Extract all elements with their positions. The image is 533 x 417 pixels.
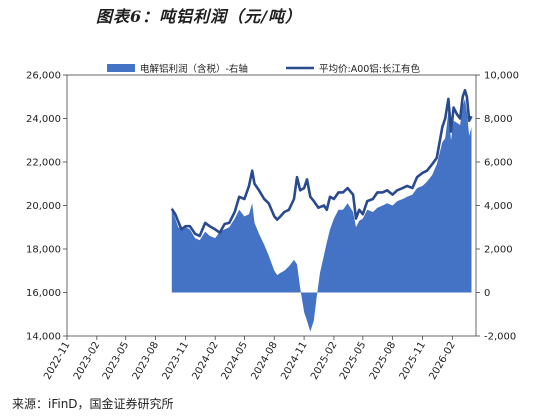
x-tick-label: 2025-08 [368,340,398,382]
y-left-tick-label: 20,000 [26,201,61,212]
y-left-tick-label: 18,000 [26,245,61,256]
y-right-tick-label: 8,000 [484,114,513,125]
y-left-tick-label: 16,000 [26,288,61,299]
y-left-tick-label: 26,000 [26,71,61,82]
x-tick-label: 2023-05 [101,340,131,382]
price-line [170,88,473,238]
profit-area-layer [171,98,472,332]
y-right-tick-label: -2,000 [484,332,516,343]
x-tick-label: 2025-11 [398,340,428,382]
profit-area [171,98,472,332]
x-tick-label: 2022-11 [42,340,72,382]
x-tick-label: 2024-11 [279,340,309,382]
x-tick-label: 2024-08 [249,340,279,382]
y-left-tick-label: 24,000 [26,114,61,125]
y-left-tick-label: 22,000 [26,158,61,169]
x-tick-label: 2023-08 [131,340,161,382]
y-right-tick-label: 0 [484,288,490,299]
legend-swatch-profit [107,64,135,72]
y-right-tick-label: 4,000 [484,201,513,212]
legend-label-profit: 电解铝利润（含税）-右轴 [140,63,248,75]
y-right-tick-label: 10,000 [484,71,519,82]
x-tick-label: 2023-11 [161,340,191,382]
x-tick-label: 2026-02 [427,340,457,382]
legend: 电解铝利润（含税）-右轴 平均价:A00铝:长江有色 [107,63,420,75]
y-left-tick-label: 14,000 [26,332,61,343]
profit-price-chart: 14,000 16,000 18,000 20,000 22,000 24,000 26,0… [26,63,519,382]
x-tick-label: 2024-02 [190,340,220,382]
legend-label-price: 平均价:A00铝:长江有色 [319,63,420,75]
x-tick-label: 2025-02 [309,340,339,382]
figure-source: 来源：iFinD，国金证券研究所 [12,397,174,411]
y-right-tick-label: 2,000 [484,245,513,256]
x-tick-label: 2025-05 [338,340,368,382]
price-line-layer [170,88,473,238]
figure-title: 图表6：吨铝利润（元/吨） [96,7,302,26]
x-tick-label: 2024-05 [220,340,250,382]
y-right-tick-label: 6,000 [484,158,513,169]
x-tick-label: 2023-02 [72,340,102,382]
